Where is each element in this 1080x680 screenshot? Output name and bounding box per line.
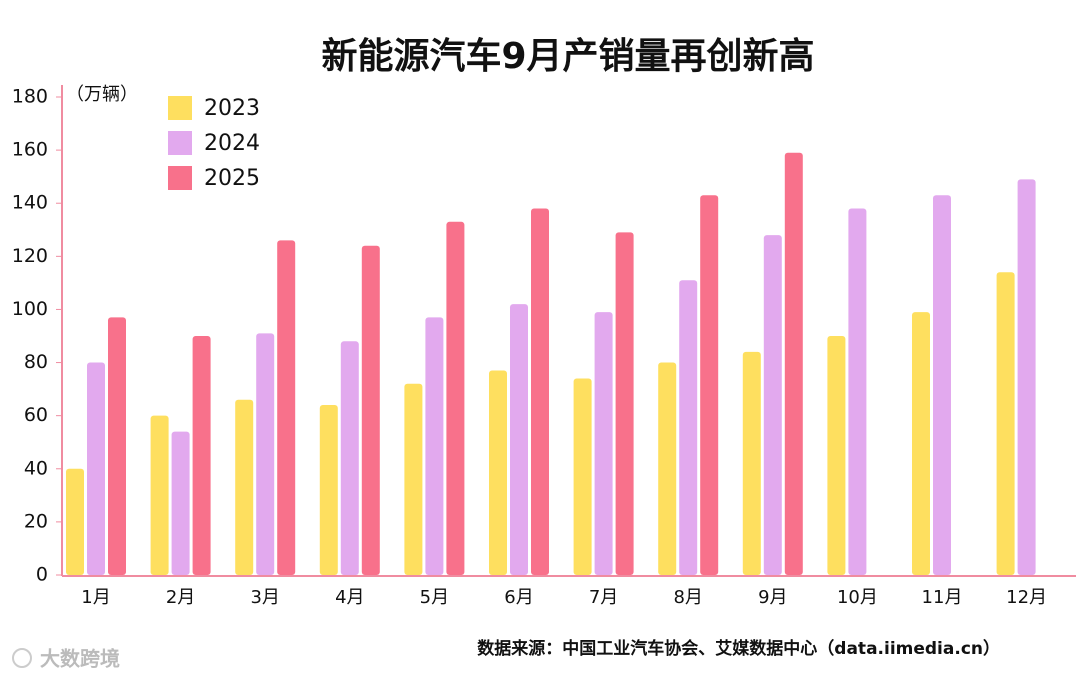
bar <box>827 336 846 575</box>
x-tick-label: 4月 <box>335 587 364 608</box>
legend-swatch <box>168 131 192 155</box>
bar <box>489 370 507 575</box>
bar <box>404 383 423 575</box>
bar <box>679 280 698 575</box>
y-tick-label: 120 <box>12 245 48 267</box>
bar <box>658 362 677 575</box>
y-tick-label: 20 <box>24 510 48 532</box>
x-tick-label: 12月 <box>1006 587 1047 608</box>
legend-swatch <box>168 96 192 120</box>
y-tick-label: 100 <box>12 298 48 320</box>
bar <box>319 405 338 575</box>
bar <box>573 378 592 575</box>
x-tick-label: 2月 <box>166 587 195 608</box>
bar <box>171 431 190 575</box>
bar <box>192 336 211 575</box>
x-tick-label: 11月 <box>922 587 963 608</box>
bar <box>531 208 549 576</box>
x-tick-label: 5月 <box>420 587 449 608</box>
bar <box>66 468 84 575</box>
x-tick-label: 1月 <box>81 587 110 608</box>
watermark: 大数跨境 <box>40 647 120 671</box>
y-tick-label: 40 <box>24 457 48 479</box>
bar <box>87 362 105 575</box>
x-tick-label: 10月 <box>837 587 878 608</box>
bar <box>784 152 803 575</box>
x-tick-label: 6月 <box>504 587 533 608</box>
y-tick-label: 60 <box>24 404 48 426</box>
legend-label: 2024 <box>204 131 260 156</box>
bar <box>425 317 444 575</box>
y-tick-label: 180 <box>12 86 48 108</box>
y-tick-label: 80 <box>24 351 48 373</box>
bar <box>361 245 380 575</box>
bar <box>848 208 867 576</box>
bar <box>742 351 761 575</box>
bar <box>256 333 275 575</box>
source: 数据来源：中国工业汽车协会、艾媒数据中心（data.iimedia.cn） <box>477 638 1000 659</box>
legend-label: 2025 <box>204 166 260 191</box>
bar <box>912 312 930 575</box>
bar <box>235 399 254 575</box>
watermark-logo <box>12 648 32 668</box>
x-tick-label: 9月 <box>758 587 787 608</box>
bar <box>763 235 782 576</box>
y-tick-label: 160 <box>12 139 48 161</box>
x-tick-label: 3月 <box>250 587 279 608</box>
bar <box>446 221 465 576</box>
x-tick-label: 7月 <box>589 587 618 608</box>
bar <box>1017 179 1036 576</box>
chart-title: 新能源汽车9月产销量再创新高 <box>321 36 814 77</box>
bar <box>277 240 296 575</box>
y-tick-label: 0 <box>36 564 48 586</box>
y-unit: （万辆） <box>66 84 138 105</box>
bar <box>108 317 126 575</box>
bar <box>615 232 634 575</box>
legend-label: 2023 <box>204 96 260 121</box>
bar <box>150 415 169 575</box>
y-tick-label: 140 <box>12 192 48 214</box>
x-tick-label: 8月 <box>673 587 702 608</box>
bar <box>340 341 359 575</box>
bar <box>510 304 528 575</box>
bar <box>594 312 613 575</box>
bar <box>933 195 951 575</box>
bar <box>700 195 719 575</box>
bar <box>996 272 1015 575</box>
legend-swatch <box>168 166 192 190</box>
